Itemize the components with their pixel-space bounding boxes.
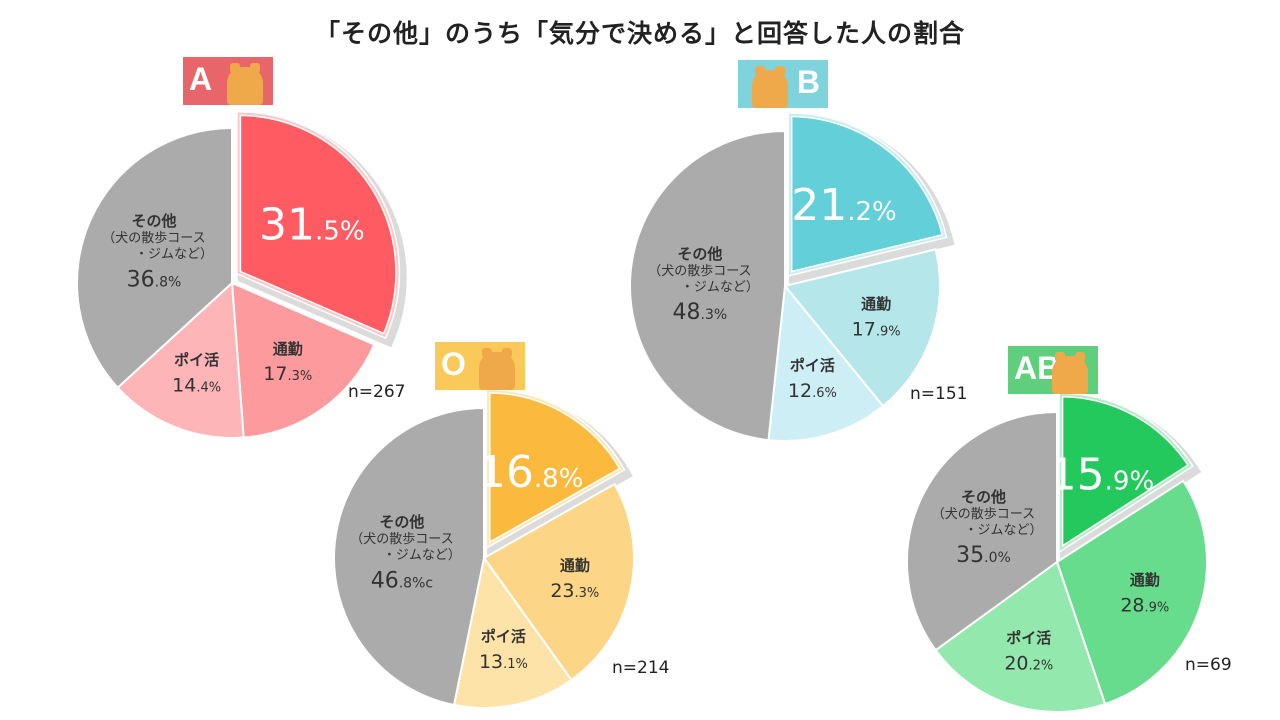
slice-category-label: ポイ活: [481, 627, 526, 645]
slice-label: その他（犬の散歩コース・ジムなど） 36.8%: [102, 212, 213, 292]
slice-label: その他（犬の散歩コース・ジムなど） 48.3%: [648, 245, 759, 325]
pie-slice: [116, 280, 245, 439]
slice-value-label: 13.1%: [479, 651, 528, 673]
slice-category-label: ・ジムなど）: [135, 247, 213, 262]
pie-slice: [230, 281, 376, 439]
slice-category-label: 通勤: [273, 340, 303, 358]
slice-category-label: その他: [677, 245, 722, 263]
slice-value-label: 17.9%: [852, 319, 901, 341]
slice-label: ポイ活 13.1%: [479, 627, 528, 672]
slice-label: 通勤 17.9%: [852, 295, 901, 340]
cat-mascot-icon: [752, 66, 788, 108]
sample-size-label: n=267: [348, 382, 406, 402]
slice-category-label: （犬の散歩コース: [350, 532, 453, 547]
chart-title: 「その他」のうち「気分で決める」と回答した人の割合: [314, 19, 965, 48]
slice-label: 通勤 17.3%: [263, 340, 312, 385]
pie-slice: [787, 112, 948, 277]
slice-label: 31.5%: [259, 200, 365, 251]
slice-value-label: 20.2%: [1004, 653, 1053, 675]
blood-type-badge-b: B: [738, 60, 828, 108]
slice-label: 16.8%: [478, 447, 584, 498]
blood-type-badge-a: A: [183, 57, 273, 105]
slice-value-label: 31.5%: [259, 200, 365, 251]
cat-mascot-icon: [479, 348, 515, 390]
pie-slice: [333, 406, 485, 707]
slice-category-label: ポイ活: [1006, 629, 1051, 647]
pie-slice: [934, 560, 1107, 713]
blood-type-letter: A: [189, 61, 213, 97]
slice-category-label: （犬の散歩コース: [648, 264, 751, 279]
slice-category-label: ポイ活: [174, 351, 219, 369]
slice-category-label: その他: [961, 488, 1006, 506]
slice-label: ポイ活 12.6%: [788, 357, 837, 402]
slice-label: ポイ活 20.2%: [1004, 629, 1053, 674]
slice-outline: [237, 112, 399, 338]
slice-category-label: その他: [131, 212, 176, 230]
pie-a: 31.5% 通勤 17.3% ポイ活 14.4% その他（犬の散歩コース・ジムなど） 36.…: [76, 111, 407, 439]
slice-label: その他（犬の散歩コース・ジムなど） 46.8%c: [350, 513, 461, 593]
slice-value-label: 17.3%: [263, 363, 312, 385]
slice-category-label: ・ジムなど）: [383, 548, 461, 563]
pie-slice: [76, 126, 233, 390]
slice-label: ポイ活 14.4%: [172, 351, 221, 396]
slice-label: その他（犬の散歩コース・ジムなど） 35.0%: [932, 488, 1043, 568]
slice-value-label: 16.8%: [478, 447, 584, 498]
slice-category-label: 通勤: [560, 557, 590, 575]
sample-size-label: n=69: [1185, 655, 1232, 675]
slice-category-label: その他: [379, 513, 424, 531]
slice-value-label: 36.8%: [127, 267, 182, 292]
blood-type-letter: O: [441, 346, 466, 382]
slice-value-label: 23.3%: [550, 580, 599, 602]
slice-category-label: （犬の散歩コース: [102, 231, 205, 246]
slice-value-label: 35.0%: [956, 543, 1011, 568]
slice-value-label: 21.2%: [791, 180, 897, 231]
slice-category-label: 通勤: [861, 295, 891, 313]
blood-type-letter: B: [796, 64, 820, 100]
slice-value-label: 14.4%: [172, 374, 221, 396]
pie-slice: [236, 111, 401, 340]
slice-category-label: （犬の散歩コース: [932, 507, 1035, 522]
sample-size-label: n=214: [612, 658, 670, 678]
slice-label: 21.2%: [791, 180, 897, 231]
pie-slice: [485, 388, 626, 550]
pie-slice: [767, 283, 885, 442]
pie-slice: [906, 410, 1058, 652]
cat-mascot-icon: [1052, 352, 1088, 394]
pie-ab: 15.9%通勤28.9%ポイ活20.2%その他（犬の散歩コース・ジムなど）35.…: [906, 392, 1208, 713]
pie-o: 16.8% 通勤 23.3% ポイ活 13.1% その他（犬の散歩コース・ジムなど） 46.…: [333, 388, 635, 709]
slice-value-label: 28.9%: [1120, 595, 1169, 617]
slice-category-label: 通勤: [1130, 571, 1160, 589]
slice-category-label: ・ジムなど）: [681, 280, 759, 295]
pie-slice: [1055, 479, 1208, 706]
pie-slice: [783, 248, 941, 408]
slice-outline: [487, 390, 624, 547]
pie-slice: [629, 129, 786, 442]
slice-label: 通勤 23.3%: [550, 557, 599, 602]
slice-outline: [788, 113, 946, 275]
blood-type-badge-ab: AB: [1008, 346, 1098, 394]
slice-value-label: 46.8%c: [371, 568, 433, 593]
pie-slice: [1058, 392, 1194, 554]
slice-outline: [1059, 393, 1192, 551]
slice-label: 通勤 28.9%: [1120, 571, 1169, 616]
slice-category-label: ・ジムなど）: [964, 523, 1042, 538]
slice-category-label: ポイ活: [790, 357, 835, 375]
slice-value-label: 48.3%: [673, 300, 728, 325]
pie-b: 21.2% 通勤 17.9% ポイ活 12.6% その他（犬の散歩コース・ジムなど） 48.…: [629, 112, 955, 442]
cat-mascot-icon: [227, 63, 263, 105]
sample-size-label: n=151: [910, 384, 968, 404]
slice-value-label: 12.6%: [788, 380, 837, 402]
blood-type-badge-o: O: [435, 342, 525, 390]
pie-slice: [452, 555, 573, 709]
pie-slice: [482, 482, 635, 682]
